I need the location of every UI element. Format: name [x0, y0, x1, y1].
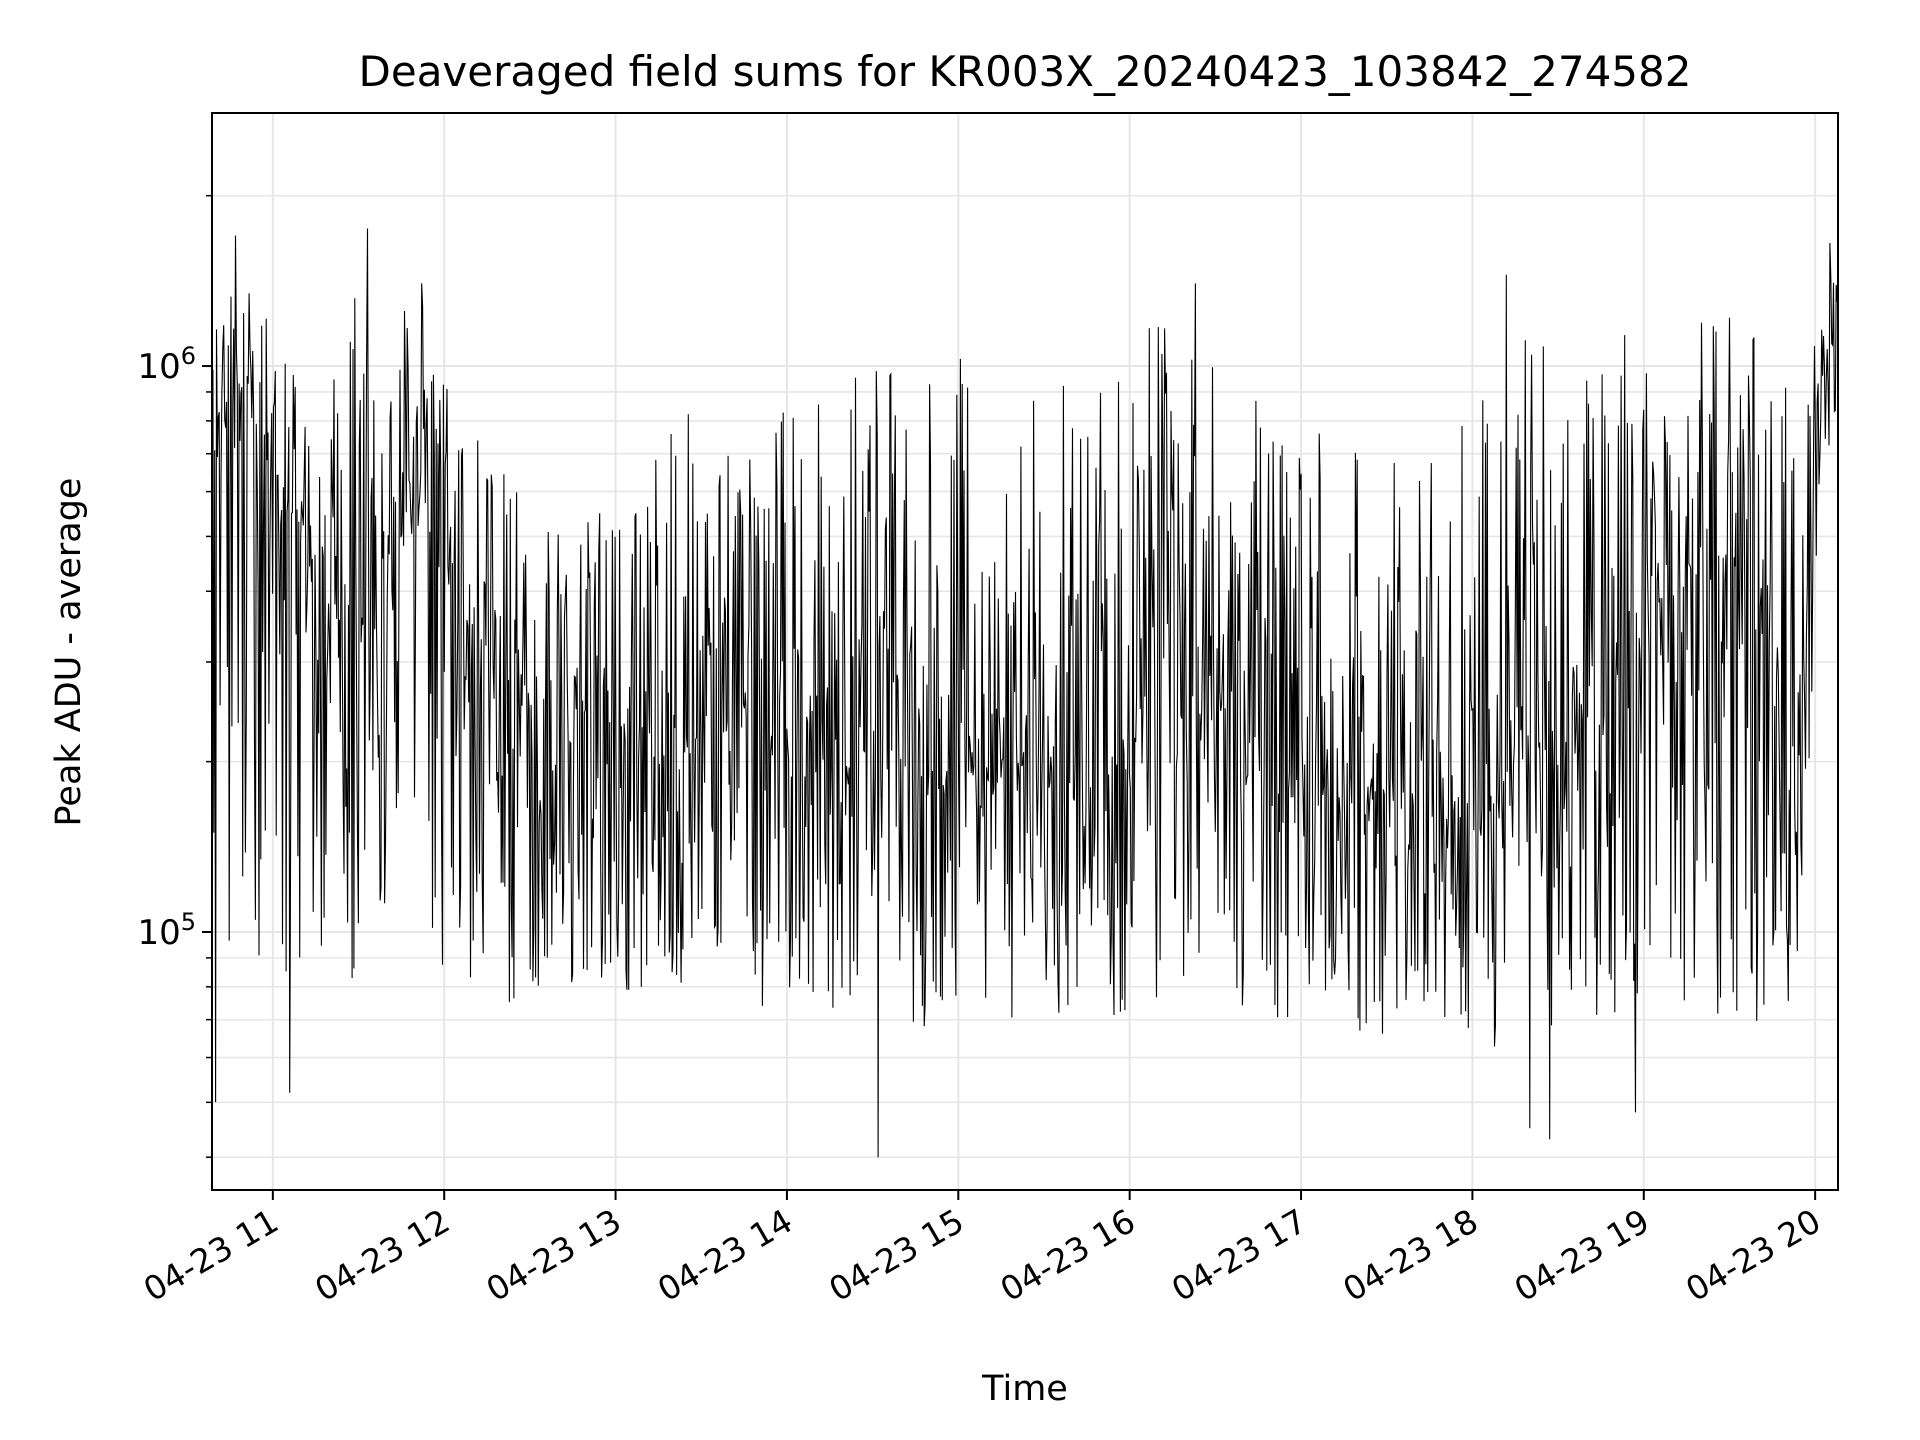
- chart-title: Deaveraged field sums for KR003X_2024042…: [359, 47, 1692, 96]
- x-axis: 04-23 11 04-23 12 04-23 13 04-23 14 04-23 15…: [137, 1190, 1827, 1309]
- x-tick-label: 04-23 18: [1336, 1201, 1484, 1309]
- y-axis: 105 106: [137, 194, 212, 1158]
- y-tick-label: 106: [137, 342, 196, 387]
- plot-frame: [211, 112, 1839, 1191]
- x-tick-label: 04-23 19: [1508, 1201, 1656, 1309]
- series-line: [211, 228, 1839, 1158]
- series-layer: [211, 228, 1839, 1158]
- x-tick-label: 04-23 20: [1679, 1201, 1827, 1309]
- x-tick-label: 04-23 17: [1165, 1201, 1313, 1309]
- x-tick-label: 04-23 12: [308, 1201, 456, 1309]
- x-tick-label: 04-23 15: [822, 1201, 970, 1309]
- grid-lines: [212, 113, 1838, 1190]
- y-tick-label: 105: [137, 908, 196, 953]
- y-axis-label: Peak ADU - average: [49, 478, 89, 827]
- x-tick-label: 04-23 11: [137, 1201, 285, 1309]
- x-tick-label: 04-23 16: [994, 1201, 1142, 1309]
- x-tick-label: 04-23 13: [480, 1201, 628, 1309]
- x-tick-label: 04-23 14: [651, 1201, 799, 1309]
- x-axis-label: Time: [981, 1369, 1068, 1409]
